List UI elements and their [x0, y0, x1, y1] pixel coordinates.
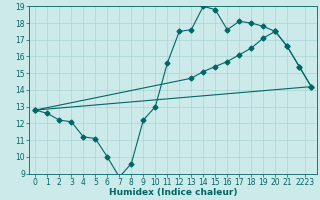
- X-axis label: Humidex (Indice chaleur): Humidex (Indice chaleur): [109, 188, 237, 197]
